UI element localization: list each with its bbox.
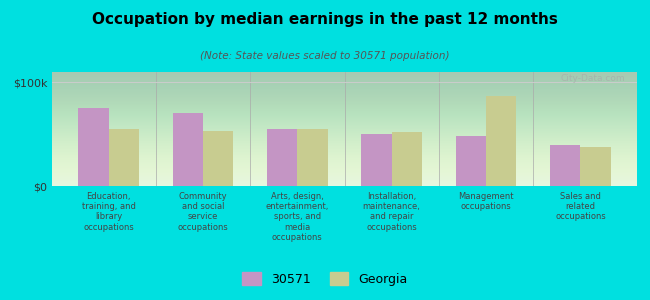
Bar <box>109 129 139 186</box>
Text: Occupation by median earnings in the past 12 months: Occupation by median earnings in the pas… <box>92 12 558 27</box>
Bar <box>173 113 203 186</box>
Bar <box>392 132 422 186</box>
Bar <box>79 108 109 186</box>
Legend: 30571, Georgia: 30571, Georgia <box>237 267 413 291</box>
Text: (Note: State values scaled to 30571 population): (Note: State values scaled to 30571 popu… <box>200 51 450 61</box>
Bar <box>486 96 516 186</box>
Bar <box>361 134 392 186</box>
Bar <box>456 136 486 186</box>
Bar <box>267 129 297 186</box>
Bar <box>580 147 610 186</box>
Bar <box>203 131 233 186</box>
Text: City-Data.com: City-Data.com <box>561 74 625 83</box>
Bar <box>550 145 580 186</box>
Bar <box>297 129 328 186</box>
